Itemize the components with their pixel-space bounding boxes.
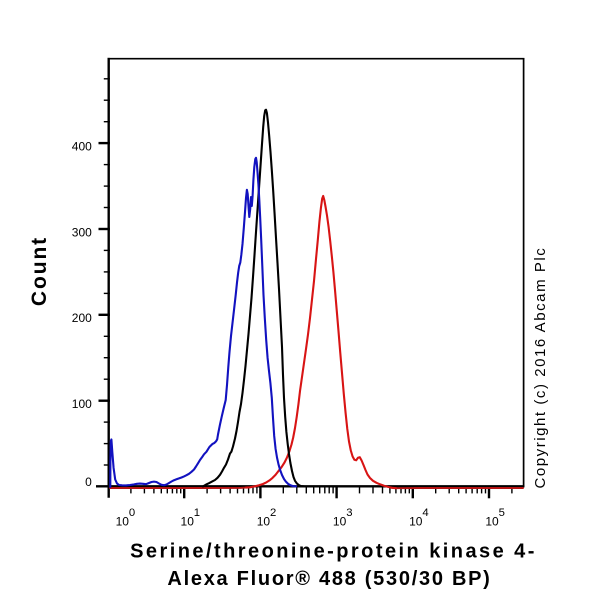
svg-text:2: 2 [270, 507, 276, 519]
svg-text:10: 10 [409, 515, 423, 529]
svg-text:10: 10 [257, 515, 271, 529]
svg-text:Serine/threonine-protein kinas: Serine/threonine-protein kinase 4- [130, 541, 537, 563]
svg-text:1: 1 [194, 507, 200, 519]
svg-text:400: 400 [72, 139, 92, 153]
svg-text:3: 3 [346, 507, 352, 519]
svg-text:100: 100 [72, 397, 92, 411]
svg-text:10: 10 [333, 515, 347, 529]
svg-text:5: 5 [499, 507, 505, 519]
svg-text:0: 0 [129, 507, 135, 519]
svg-text:Alexa Fluor® 488 (530/30 BP): Alexa Fluor® 488 (530/30 BP) [167, 568, 491, 590]
svg-text:Count: Count [28, 236, 51, 306]
svg-text:10: 10 [116, 515, 130, 529]
svg-text:300: 300 [72, 225, 92, 239]
svg-text:Copyright (c) 2016 Abcam Plc: Copyright (c) 2016 Abcam Plc [532, 247, 549, 489]
svg-text:200: 200 [72, 311, 92, 325]
svg-text:10: 10 [181, 515, 195, 529]
svg-text:0: 0 [85, 475, 92, 489]
svg-text:10: 10 [485, 515, 499, 529]
svg-text:4: 4 [422, 507, 428, 519]
